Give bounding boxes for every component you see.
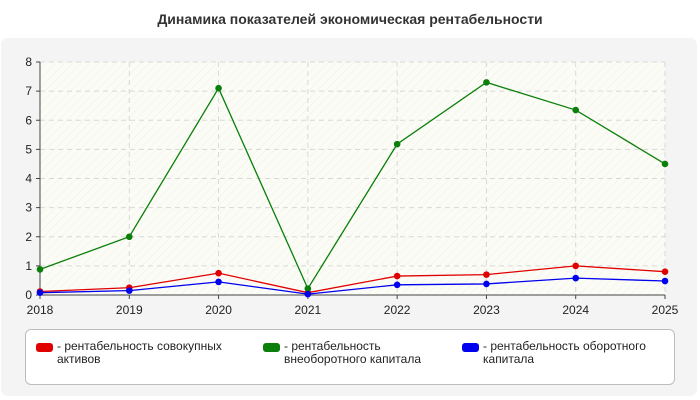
data-point-series-3 [393, 281, 401, 289]
series-line-1 [39, 265, 666, 294]
data-point-series-3 [661, 277, 669, 285]
data-point-series-2 [661, 160, 669, 168]
tick-labels: 0 1 2 3 4 5 6 7 8 2018 2019 2020 2021 2022 2023 2024 202… [25, 55, 678, 317]
data-point-series-3 [36, 289, 44, 296]
legend-swatch [36, 343, 53, 352]
y-tick-label: 0 [25, 288, 32, 302]
x-tick-label: 2022 [384, 303, 411, 317]
chart-legend: - рентабельность совокупных активов - рен… [25, 329, 675, 385]
plot-area [40, 62, 665, 295]
legend-swatch [462, 343, 479, 352]
y-tick-label: 3 [25, 201, 32, 215]
data-point-series-2 [393, 140, 401, 148]
legend-swatch [263, 343, 280, 352]
data-point-series-3 [125, 287, 133, 294]
data-point-series-1 [661, 268, 669, 276]
data-point-series-3 [215, 278, 222, 286]
data-point-series-1 [215, 269, 222, 277]
legend-item-2: - рентабельность внеоборотного капитала [263, 340, 464, 366]
y-tick-label: 6 [25, 113, 32, 127]
x-tick-label: 2025 [652, 303, 679, 317]
data-point-series-2 [304, 285, 312, 292]
data-point-series-1 [572, 262, 580, 270]
data-point-series-1 [483, 271, 490, 278]
data-point-series-2 [125, 233, 133, 241]
series-line-2 [39, 81, 666, 290]
data-point-series-3 [483, 280, 490, 288]
data-point-series-2 [572, 106, 580, 114]
data-point-series-2 [483, 79, 490, 86]
data-point-series-2 [215, 84, 222, 92]
legend-label: - рентабельность оборотного капитала [483, 339, 646, 366]
series-line-3 [39, 277, 666, 295]
grid-lines [40, 61, 666, 295]
data-point-series-1 [393, 272, 401, 280]
x-tick-label: 2021 [295, 303, 322, 317]
legend-label: - рентабельность совокупных активов [57, 339, 222, 366]
x-tick-label: 2023 [473, 303, 500, 317]
y-tick-label: 2 [25, 230, 32, 244]
chart-title: Динамика показателей экономическая рента… [157, 11, 543, 27]
data-point-series-3 [572, 274, 580, 282]
series-layer [36, 79, 669, 298]
y-tick-label: 5 [25, 142, 32, 156]
y-tick-label: 7 [25, 84, 32, 98]
legend-item-3: - рентабельность оборотного капитала [462, 340, 689, 366]
data-point-series-2 [36, 266, 44, 273]
legend-label: - рентабельность внеоборотного капитала [284, 339, 421, 366]
axes [36, 61, 666, 299]
x-tick-label: 2024 [562, 303, 589, 317]
y-tick-label: 1 [25, 259, 32, 273]
y-tick-label: 8 [25, 55, 32, 69]
data-point-series-3 [304, 290, 312, 298]
y-tick-label: 4 [25, 172, 32, 186]
x-tick-label: 2018 [27, 303, 54, 317]
legend-item-1: - рентабельность совокупных активов [36, 340, 267, 366]
x-tick-label: 2020 [205, 303, 232, 317]
x-tick-label: 2019 [116, 303, 143, 317]
